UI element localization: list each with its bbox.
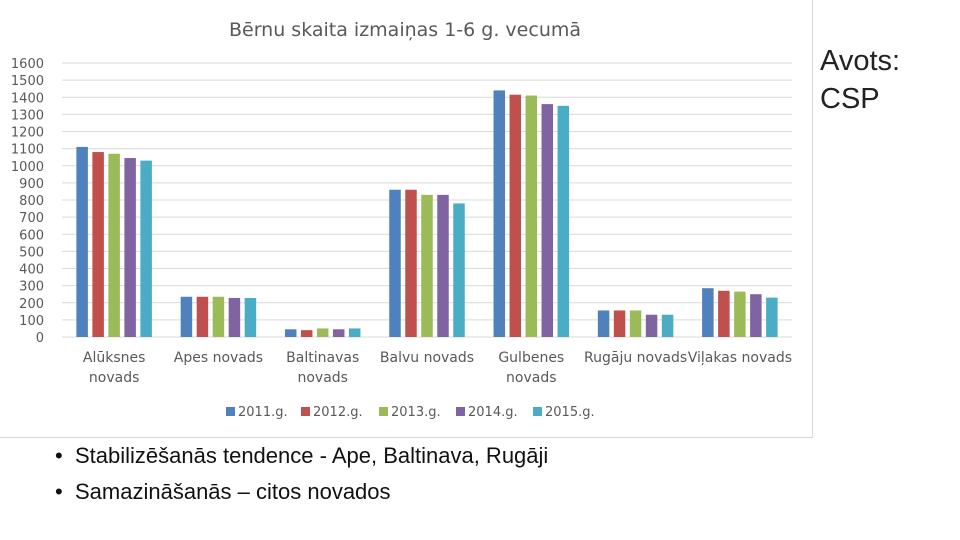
bar (453, 203, 465, 337)
legend-label: 2014.g. (468, 405, 518, 420)
x-tick-label: Apes novads (174, 350, 263, 366)
bullet-text: Stabilizēšanās tendence - Ape, Baltinava… (75, 443, 549, 468)
legend-label: 2012.g. (313, 405, 363, 420)
y-tick-label: 1600 (11, 57, 44, 72)
bullet-list: • Stabilizēšanās tendence - Ape, Baltinav… (55, 438, 548, 510)
bar (702, 288, 714, 337)
bar-chart: Bērnu skaita izmaiņas 1-6 g. vecumā 0 100… (11, 19, 792, 420)
bar (244, 297, 257, 337)
bar (332, 329, 345, 337)
bar (389, 189, 401, 337)
x-tick-label: Rugāju novads (584, 350, 687, 366)
x-tick-label: Gulbenes (498, 350, 564, 366)
y-tick-label: 200 (19, 297, 44, 312)
bar (284, 329, 297, 337)
legend-swatch (301, 407, 310, 416)
x-tick-label: novads (89, 370, 139, 386)
y-tick-label: 1300 (11, 108, 44, 123)
bar (557, 105, 570, 337)
y-tick-label: 1000 (11, 160, 44, 175)
bullet-icon: • (55, 443, 63, 468)
y-tick-label: 1200 (11, 126, 44, 141)
bullet-item: • Stabilizēšanās tendence - Ape, Baltinav… (55, 438, 548, 474)
x-tick-label: Baltinavas (286, 350, 359, 366)
bar (661, 314, 674, 337)
y-tick-label: 600 (19, 228, 44, 243)
y-tick-label: 500 (19, 245, 44, 260)
chart-panel: Bērnu skaita izmaiņas 1-6 g. vecumā 0 100… (0, 0, 813, 438)
bar (316, 328, 329, 337)
source-note: Avots: CSP (820, 45, 901, 115)
bar (196, 296, 209, 337)
bar (613, 310, 626, 337)
bar (493, 90, 506, 338)
bar (405, 189, 417, 337)
y-tick-label: 1100 (11, 143, 44, 158)
bar (766, 297, 778, 337)
bar (92, 152, 104, 337)
chart-title: Bērnu skaita izmaiņas 1-6 g. vecumā (229, 19, 581, 41)
x-tick-label: Balvu novads (380, 350, 474, 366)
legend-label: 2015.g. (545, 405, 595, 420)
x-tick-label: novads (297, 370, 347, 386)
bars (76, 90, 778, 338)
bar (76, 146, 88, 337)
legend: 2011.g. 2012.g. 2013.g. 2014.g. 2015.g. (226, 405, 595, 420)
legend-swatch (226, 407, 235, 416)
x-tick-label: novads (506, 370, 556, 386)
bar (525, 95, 538, 337)
bar (645, 314, 658, 337)
bar (180, 296, 193, 337)
bar (597, 310, 610, 337)
bar (228, 297, 241, 337)
legend-swatch (533, 407, 542, 416)
bar (140, 160, 152, 337)
bar (718, 290, 730, 337)
bar (108, 153, 120, 337)
y-tick-label: 300 (19, 280, 44, 295)
bullet-item: • Samazināšanās – citos novados (55, 474, 548, 510)
bar (437, 194, 449, 337)
bar (734, 291, 746, 337)
bar (541, 104, 554, 337)
y-tick-label: 100 (19, 314, 44, 329)
bar (300, 330, 313, 337)
y-tick-label: 800 (19, 194, 44, 209)
bar (509, 94, 522, 338)
y-tick-label: 0 (36, 331, 44, 346)
bar (124, 158, 136, 337)
legend-label: 2011.g. (238, 405, 288, 420)
bullet-text: Samazināšanās – citos novados (75, 479, 391, 504)
bar (348, 328, 361, 337)
legend-swatch (379, 407, 388, 416)
bar (750, 294, 762, 337)
legend-swatch (456, 407, 465, 416)
bar (421, 194, 433, 337)
y-tick-label: 900 (19, 177, 44, 192)
bullet-icon: • (55, 479, 63, 504)
y-tick-label: 700 (19, 211, 44, 226)
y-tick-label: 1500 (11, 74, 44, 89)
y-axis-ticks: 0 100 200 300 400 500 600 700 800 900 1000 1100 1200… (11, 57, 44, 346)
bar (629, 310, 642, 337)
x-tick-label: Alūksnes (83, 350, 146, 366)
x-tick-label: Viļakas novads (688, 350, 792, 366)
x-axis-labels: Alūksnes novads Apes novads Baltinavas novad… (83, 350, 792, 386)
y-tick-label: 1400 (11, 91, 44, 106)
bar (212, 296, 225, 337)
y-tick-label: 400 (19, 263, 44, 278)
legend-label: 2013.g. (391, 405, 441, 420)
